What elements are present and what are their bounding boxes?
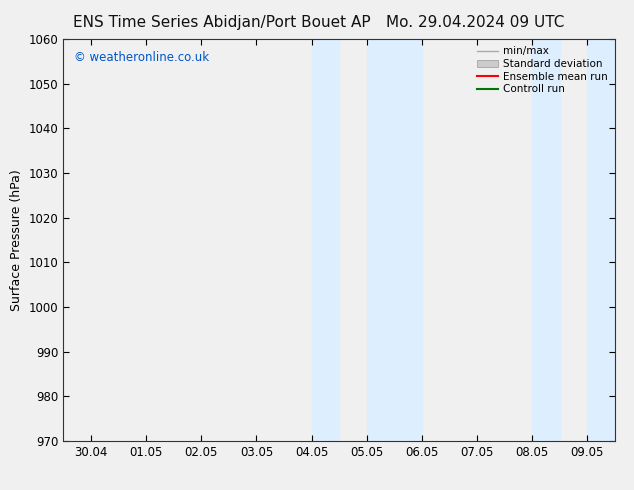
Bar	[533, 39, 560, 441]
Y-axis label: Surface Pressure (hPa): Surface Pressure (hPa)	[10, 169, 23, 311]
Bar	[312, 39, 339, 441]
Legend: min/max, Standard deviation, Ensemble mean run, Controll run: min/max, Standard deviation, Ensemble me…	[475, 45, 610, 97]
Bar	[366, 39, 422, 441]
Text: ENS Time Series Abidjan/Port Bouet AP: ENS Time Series Abidjan/Port Bouet AP	[73, 15, 371, 30]
Text: Mo. 29.04.2024 09 UTC: Mo. 29.04.2024 09 UTC	[386, 15, 565, 30]
Bar	[588, 39, 615, 441]
Text: © weatheronline.co.uk: © weatheronline.co.uk	[74, 51, 210, 64]
